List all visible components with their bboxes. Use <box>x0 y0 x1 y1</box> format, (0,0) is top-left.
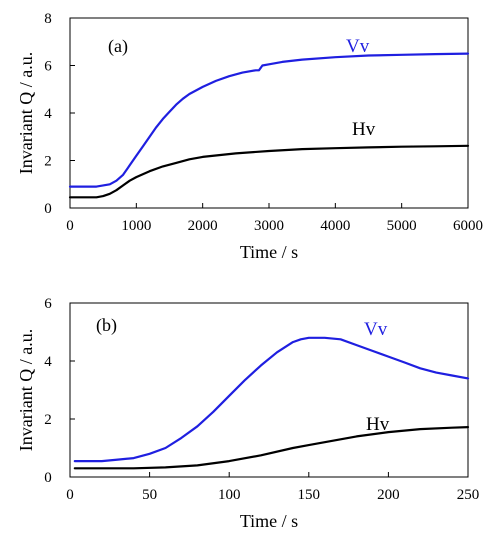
tick-group: 0 50 100 150 200 250 0 2 4 6 <box>44 296 479 503</box>
x-tick-label: 0 <box>66 487 74 503</box>
x-tick-label: 6000 <box>453 218 483 234</box>
x-tick-label: 100 <box>218 487 241 503</box>
panel-label: (a) <box>108 36 128 57</box>
x-axis-title: Time / s <box>240 242 298 262</box>
x-tick-label: 250 <box>457 487 480 503</box>
series-group <box>73 336 470 470</box>
series-label-vv: Vv <box>346 36 370 57</box>
plot-frame <box>69 302 469 478</box>
x-tick-label: 200 <box>377 487 400 503</box>
y-tick-label: 6 <box>44 296 52 312</box>
series-line-hv <box>73 426 470 470</box>
tick-group: 0 1000 2000 3000 4000 5000 6000 0 2 4 6 8 <box>44 11 483 234</box>
x-tick-label: 150 <box>298 487 321 503</box>
series-line-vv <box>68 52 470 188</box>
series-label-vv: Vv <box>364 319 388 340</box>
y-tick-label: 8 <box>44 11 52 27</box>
series-group <box>68 52 470 199</box>
y-tick-label: 4 <box>44 106 52 122</box>
series-label-hv: Hv <box>366 414 390 435</box>
y-tick-label: 2 <box>44 154 52 170</box>
y-axis-title: Invariant Q / a.u. <box>16 329 36 451</box>
x-tick-label: 3000 <box>254 218 284 234</box>
panel-label: (b) <box>96 315 117 336</box>
y-tick-label: 4 <box>44 354 52 370</box>
x-tick-label: 0 <box>66 218 74 234</box>
x-tick-label: 5000 <box>387 218 417 234</box>
x-tick-label: 1000 <box>121 218 151 234</box>
x-axis-title: Time / s <box>240 511 298 531</box>
chart-panel-a: 0 1000 2000 3000 4000 5000 6000 0 2 4 6 8 (a) Time … <box>16 11 483 262</box>
x-tick-label: 4000 <box>320 218 350 234</box>
series-line-hv <box>68 144 470 199</box>
series-label-hv: Hv <box>352 119 376 140</box>
y-tick-label: 2 <box>44 412 52 428</box>
x-tick-label: 50 <box>142 487 157 503</box>
y-tick-label: 0 <box>44 201 52 217</box>
y-axis-title: Invariant Q / a.u. <box>16 52 36 174</box>
y-tick-label: 6 <box>44 59 52 75</box>
chart-panel-b: 0 50 100 150 200 250 0 2 4 6 (b) Time / s Invaria… <box>16 296 479 531</box>
x-tick-label: 2000 <box>188 218 218 234</box>
series-line-vv <box>73 336 470 463</box>
y-tick-label: 0 <box>44 470 52 486</box>
